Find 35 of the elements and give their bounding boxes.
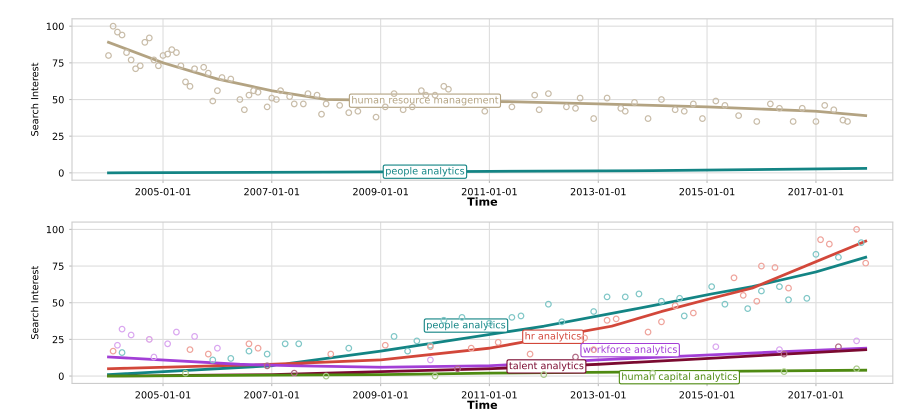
series-label: people analytics — [427, 320, 506, 330]
x-axis-title: Time — [467, 197, 498, 206]
x-tick-label: 2017-01-01 — [788, 391, 844, 399]
x-tick-label: 2013-01-01 — [570, 391, 626, 399]
series-label: human resource management — [352, 96, 498, 106]
y-tick-label: 0 — [58, 169, 64, 177]
y-tick-label: 25 — [52, 132, 64, 140]
x-tick-label: 2011-01-01 — [462, 391, 517, 399]
x-tick-label: 2011-01-01 — [462, 188, 517, 196]
y-tick-label: 75 — [52, 59, 64, 67]
y-tick-label: 25 — [52, 336, 64, 344]
x-tick-label: 2009-01-01 — [353, 188, 408, 196]
y-tick-label: 100 — [46, 226, 64, 234]
x-tick-label: 2007-01-01 — [244, 188, 300, 196]
y-tick-label: 50 — [52, 299, 64, 307]
x-tick-label: 2013-01-01 — [570, 188, 626, 196]
y-tick-label: 0 — [58, 372, 64, 380]
y-axis-title: Search Interest — [30, 266, 38, 340]
x-tick-label: 2015-01-01 — [680, 391, 734, 399]
series-label: workforce analytics — [583, 345, 677, 355]
series-label: people analytics — [386, 166, 464, 176]
series-label: hr analytics — [526, 332, 581, 342]
y-tick-label: 50 — [52, 96, 64, 104]
x-tick-label: 2017-01-01 — [788, 188, 844, 196]
y-tick-label: 100 — [46, 22, 64, 30]
y-tick-label: 75 — [52, 262, 64, 270]
x-tick-label: 2007-01-01 — [244, 391, 300, 399]
series-label: talent analytics — [509, 362, 584, 372]
x-tick-label: 2005-01-01 — [135, 391, 190, 399]
x-axis-title: Time — [467, 400, 498, 410]
y-axis-title: Search Interest — [30, 62, 38, 136]
x-tick-label: 2005-01-01 — [135, 188, 190, 196]
series-label: human capital analytics — [622, 372, 738, 382]
x-tick-label: 2015-01-01 — [680, 188, 734, 196]
x-tick-label: 2009-01-01 — [353, 391, 408, 399]
